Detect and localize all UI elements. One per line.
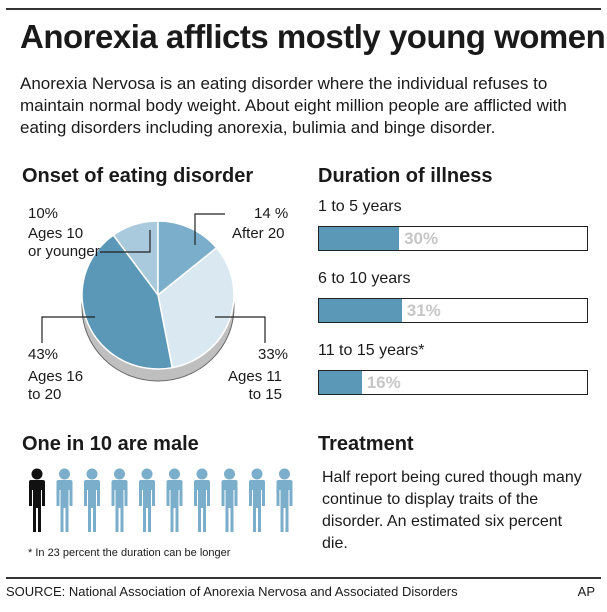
pie-label-16to20: Ages 16 to 20 <box>28 368 84 403</box>
pie-label-under10: Ages 10 or younger <box>28 225 100 260</box>
figure-row <box>29 468 293 532</box>
credit-ap: AP <box>577 584 595 599</box>
bottom-rule <box>6 577 601 579</box>
female-person-icon <box>194 468 210 532</box>
duration-bar-2: 31% <box>318 298 588 323</box>
duration-bar-value-1: 30% <box>404 229 439 248</box>
duration-footnote: * In 23 percent the duration can be long… <box>28 547 231 559</box>
pie-label-text-11to15: Ages 11 to 15 <box>228 368 282 404</box>
duration-label-1: 1 to 5 years <box>318 198 402 215</box>
intro-text: Anorexia Nervosa is an eating disorder w… <box>20 74 567 137</box>
duration-bar-value-3: 16% <box>366 373 401 392</box>
duration-heading: Duration of illness <box>318 165 493 187</box>
female-person-icon <box>276 468 293 532</box>
duration-bar-1: 30% <box>318 226 588 251</box>
page-title: Anorexia afflicts mostly young women <box>20 18 606 55</box>
female-person-icon <box>249 468 265 532</box>
treatment-text: Half report being cured though many cont… <box>322 469 582 552</box>
pie-label-pct-after20: 14 % <box>254 205 289 222</box>
female-person-icon <box>56 468 73 532</box>
female-person-icon <box>139 468 155 532</box>
female-person-icon <box>221 468 238 532</box>
pie-label-text-16to20: Ages 16 to 20 <box>28 368 83 404</box>
source-note: SOURCE: National Association of Anorexia… <box>6 584 458 599</box>
female-person-icon <box>84 468 100 532</box>
male-heading: One in 10 are male <box>22 433 199 455</box>
duration-bar-3: 16% <box>318 370 588 395</box>
duration-label-2: 6 to 10 years <box>318 270 411 287</box>
duration-bar-fill-1 <box>319 227 400 250</box>
duration-label-3: 11 to 15 years* <box>318 342 425 359</box>
pie-label-text-after20: After 20 <box>232 225 285 242</box>
pie-label-text-under10: Ages 10 or younger <box>28 225 100 261</box>
top-rule <box>6 8 601 10</box>
treatment-heading: Treatment <box>318 433 414 455</box>
pie-label-pct-under10: 10% <box>28 205 59 222</box>
pie-label-11to15: Ages 11 to 15 <box>228 368 282 403</box>
duration-bar-fill-3 <box>319 371 362 394</box>
onset-heading: Onset of eating disorder <box>22 165 254 187</box>
duration-bar-fill-2 <box>319 299 403 322</box>
male-person-icon <box>29 468 45 532</box>
pie-label-pct-16to20: 43% <box>28 346 59 363</box>
female-person-icon <box>111 468 128 532</box>
duration-bar-value-2: 31% <box>406 301 441 320</box>
female-person-icon <box>166 468 183 532</box>
pie-label-pct-11to15: 33% <box>258 346 289 363</box>
